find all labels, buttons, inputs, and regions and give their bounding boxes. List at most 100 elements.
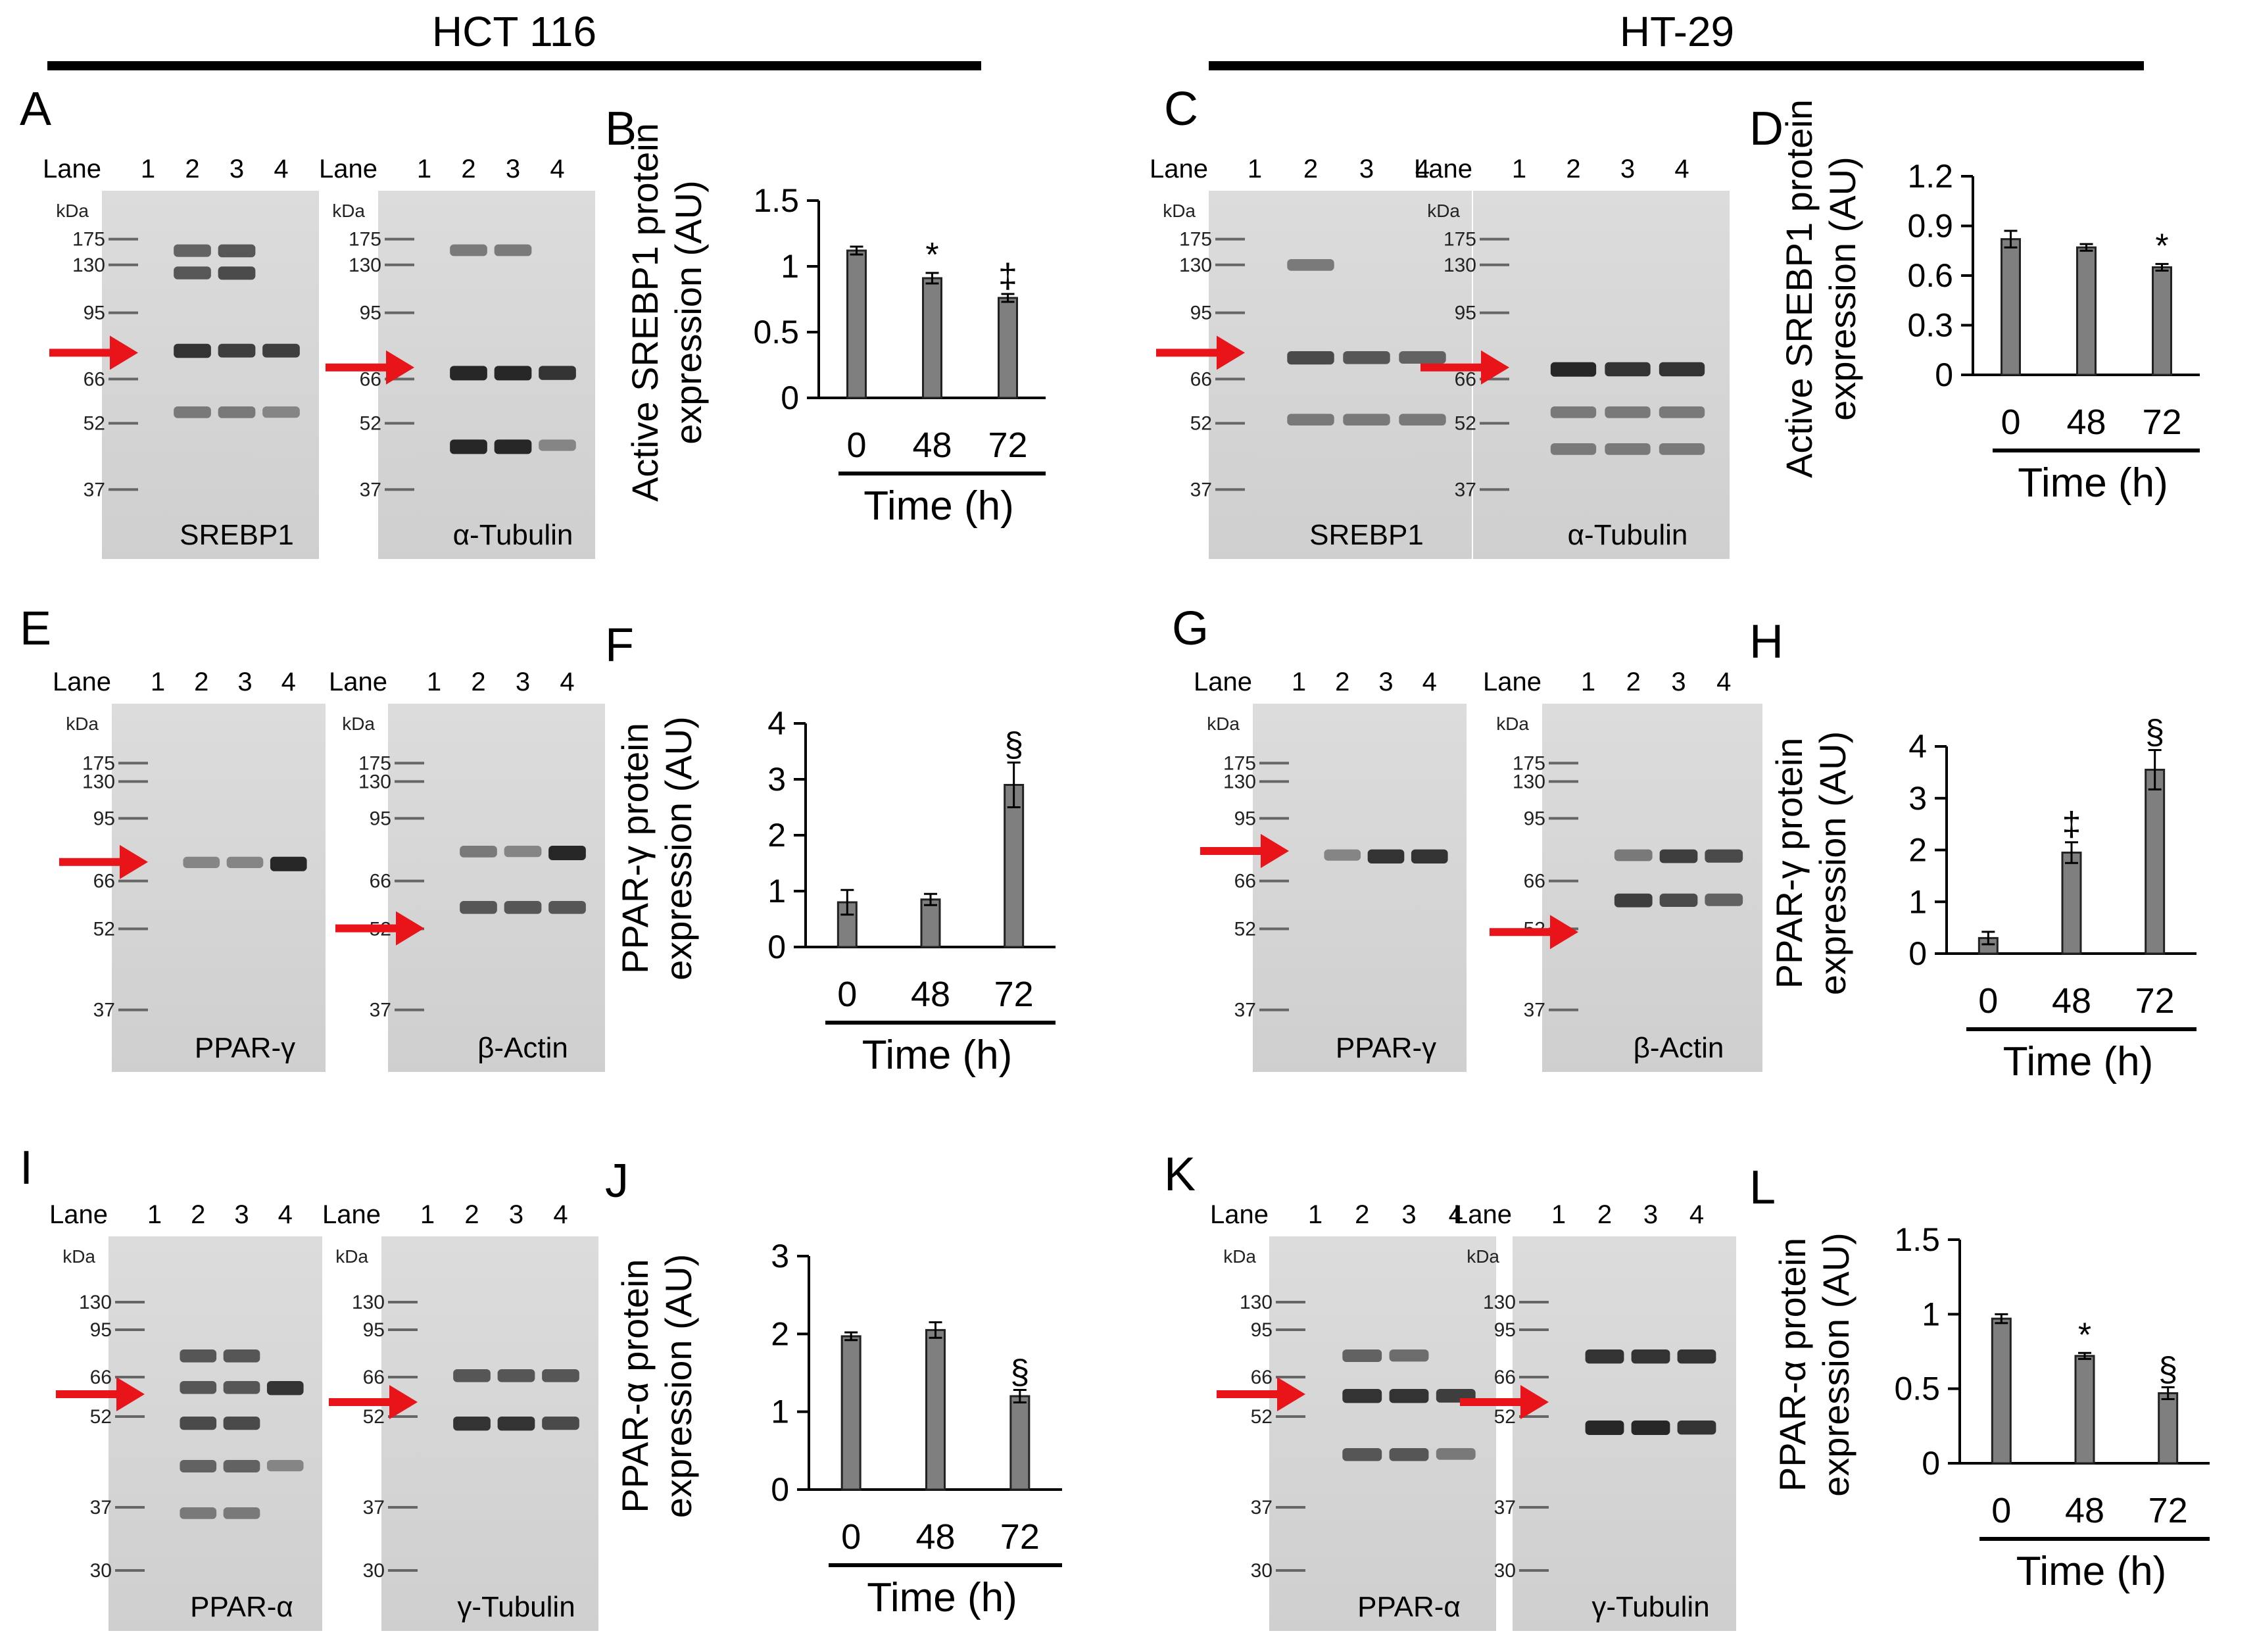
protein-band xyxy=(497,1417,535,1431)
blot-protein-label: PPAR-α xyxy=(190,1591,293,1623)
protein-band xyxy=(1659,362,1705,377)
kda-label: kDa xyxy=(1427,201,1460,221)
red-arrow-icon xyxy=(1520,1385,1549,1419)
bar xyxy=(922,277,942,399)
y-tick-label: 1.5 xyxy=(753,182,799,219)
lane-number: 4 xyxy=(1449,1200,1463,1229)
panel-letter-g: G xyxy=(1172,602,1209,655)
protein-band xyxy=(223,1507,260,1519)
marker-size-label: 66 xyxy=(1524,871,1545,892)
x-axis-label: Time (h) xyxy=(2016,1549,2166,1594)
panel-letter-h: H xyxy=(1749,616,1784,668)
bar xyxy=(1004,784,1025,948)
x-tick-label: 48 xyxy=(915,1517,955,1557)
protein-band xyxy=(218,406,256,418)
protein-band xyxy=(218,266,256,280)
lane-label: Lane xyxy=(1453,1200,1512,1229)
significance-mark: § xyxy=(1004,726,1023,764)
protein-band xyxy=(180,1417,217,1430)
panel-letter-a: A xyxy=(20,83,51,135)
bar xyxy=(1991,1317,2012,1465)
y-tick-label: 1 xyxy=(767,873,786,910)
x-tick-label: 0 xyxy=(837,975,857,1014)
bar-chart-j: J 0 1 2 3 PPAR-α proteinexpression (AU) 0 48 § 72… xyxy=(605,1155,1062,1620)
y-tick-label: 0.5 xyxy=(753,314,799,351)
blot-membrane xyxy=(112,704,326,1072)
panel-letter-d: D xyxy=(1749,103,1784,155)
significance-mark: * xyxy=(2078,1316,2091,1354)
marker-size-label: 66 xyxy=(1251,1367,1273,1388)
group-label-hct116: HCT 116 xyxy=(432,8,596,55)
marker-size-label: 175 xyxy=(358,752,391,774)
protein-band xyxy=(494,439,532,454)
bar xyxy=(998,297,1018,399)
blot-membrane xyxy=(1209,191,1472,559)
y-tick-label: 0 xyxy=(781,379,799,416)
lane-number: 2 xyxy=(471,668,485,696)
protein-band xyxy=(1550,362,1597,377)
protein-band xyxy=(180,1460,217,1472)
protein-band xyxy=(494,366,532,381)
blot-membrane xyxy=(388,704,605,1072)
protein-band xyxy=(1389,1448,1429,1461)
protein-band xyxy=(1605,443,1651,455)
marker-size-label: 130 xyxy=(349,255,381,276)
protein-band xyxy=(174,343,211,358)
lane-label: Lane xyxy=(1150,155,1208,183)
western-blot: Lane 1 2 3 4 kDa 130 95 66 52 37 30 γ-Tubulin xyxy=(1453,1200,1736,1631)
marker-size-label: 95 xyxy=(1494,1319,1516,1341)
x-axis-label: Time (h) xyxy=(2018,460,2168,506)
x-tick-label: 48 xyxy=(912,425,952,465)
protein-band xyxy=(1342,1448,1382,1461)
panel-letter-l: L xyxy=(1749,1161,1776,1214)
lane-number: 2 xyxy=(1303,155,1318,183)
bar xyxy=(846,249,867,399)
protein-band xyxy=(180,1349,217,1363)
western-blot: Lane1234kDa17513095665237β-Actin xyxy=(329,668,605,1072)
protein-band xyxy=(460,846,497,858)
y-tick-label: 0 xyxy=(1922,1445,1940,1482)
marker-size-label: 30 xyxy=(90,1560,112,1582)
marker-size-label: 95 xyxy=(90,1319,112,1341)
blot-protein-label: SREBP1 xyxy=(180,519,294,551)
kda-label: kDa xyxy=(1207,714,1240,734)
protein-band xyxy=(1605,406,1651,418)
lane-label: Lane xyxy=(1194,668,1252,696)
marker-size-label: 66 xyxy=(93,871,115,892)
red-arrow-icon xyxy=(1217,335,1245,370)
bar-chart-l: L 0 0.5 1 1.5 PPAR-α proteinexpression (AU) 0 *… xyxy=(1749,1161,2210,1594)
marker-size-label: 130 xyxy=(358,771,391,792)
protein-band xyxy=(539,366,576,380)
y-tick-label: 1.5 xyxy=(1894,1221,1940,1258)
protein-band xyxy=(1659,406,1705,418)
red-arrow-icon xyxy=(110,335,138,370)
marker-size-label: 95 xyxy=(363,1319,385,1341)
y-tick-label: 0 xyxy=(1908,935,1927,972)
lane-number: 1 xyxy=(1581,668,1595,696)
marker-size-label: 95 xyxy=(1234,808,1256,829)
blot-protein-label: PPAR-γ xyxy=(1336,1032,1436,1064)
marker-size-label: 130 xyxy=(1240,1292,1273,1313)
lane-number: 3 xyxy=(1643,1200,1658,1229)
lane-number: 3 xyxy=(1378,668,1393,696)
y-tick-label: 2 xyxy=(767,817,786,854)
kda-label: kDa xyxy=(1467,1246,1499,1267)
red-arrow-icon xyxy=(396,911,424,946)
x-axis-label: Time (h) xyxy=(2003,1039,2153,1084)
lane-number: 1 xyxy=(417,155,431,183)
x-axis-label: Time (h) xyxy=(863,483,1013,529)
marker-size-label: 66 xyxy=(1234,871,1256,892)
lane-number: 4 xyxy=(553,1200,568,1229)
marker-size-label: 37 xyxy=(370,1000,391,1021)
bar xyxy=(2061,851,2082,955)
lane-number: 3 xyxy=(509,1200,523,1229)
bar xyxy=(2152,266,2172,376)
lane-number: 4 xyxy=(560,668,574,696)
kda-label: kDa xyxy=(1223,1246,1256,1267)
red-arrow-icon xyxy=(120,844,148,879)
y-tick-label: 2 xyxy=(771,1315,789,1352)
lane-number: 1 xyxy=(1248,155,1262,183)
lane-number: 2 xyxy=(1626,668,1641,696)
